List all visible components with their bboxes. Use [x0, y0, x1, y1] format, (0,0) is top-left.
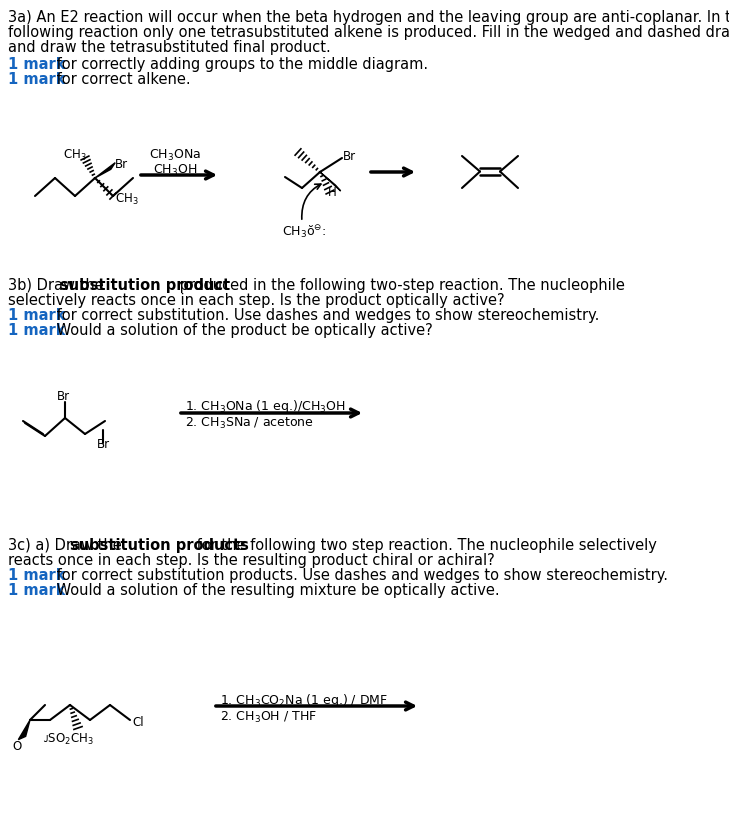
Text: CH$_3$: CH$_3$ — [115, 192, 139, 207]
Text: 2. CH$_3$SNa / acetone: 2. CH$_3$SNa / acetone — [185, 416, 314, 431]
Text: 3a) An E2 reaction will occur when the beta hydrogen and the leaving group are a: 3a) An E2 reaction will occur when the b… — [8, 10, 729, 25]
Polygon shape — [95, 163, 115, 178]
Text: for correct substitution products. Use dashes and wedges to show stereochemistry: for correct substitution products. Use d… — [52, 568, 668, 583]
Text: CH$_3$OH: CH$_3$OH — [153, 163, 197, 178]
Text: for correctly adding groups to the middle diagram.: for correctly adding groups to the middl… — [52, 57, 428, 72]
Text: substitution product: substitution product — [60, 278, 230, 293]
Text: produced in the following two-step reaction. The nucleophile: produced in the following two-step react… — [175, 278, 625, 293]
Text: Br: Br — [97, 438, 110, 451]
Text: 1. CH$_3$ONa (1 eq.)/CH$_3$OH: 1. CH$_3$ONa (1 eq.)/CH$_3$OH — [185, 398, 346, 415]
Text: CH$_3$ŏ$^{⊖}$:: CH$_3$ŏ$^{⊖}$: — [282, 224, 327, 241]
Text: Would a solution of the resulting mixture be optically active.: Would a solution of the resulting mixtur… — [52, 583, 499, 598]
Polygon shape — [18, 720, 30, 740]
Text: 1 mark: 1 mark — [8, 72, 66, 87]
Text: Cl: Cl — [132, 716, 144, 729]
Text: and draw the tetrasubstituted final product.: and draw the tetrasubstituted final prod… — [8, 40, 331, 55]
Text: 3b) Draw the: 3b) Draw the — [8, 278, 109, 293]
Text: Br: Br — [115, 158, 128, 171]
Text: 2. CH$_3$OH / THF: 2. CH$_3$OH / THF — [220, 710, 317, 725]
Text: 3c) a) Draw the: 3c) a) Draw the — [8, 538, 126, 553]
Text: H: H — [328, 186, 337, 199]
Text: following reaction only one tetrasubstituted alkene is produced. Fill in the wed: following reaction only one tetrasubstit… — [8, 25, 729, 40]
Text: for correct alkene.: for correct alkene. — [52, 72, 190, 87]
Text: 1 mark: 1 mark — [8, 583, 66, 598]
Text: 1 mark: 1 mark — [8, 57, 66, 72]
Text: Would a solution of the product be optically active?: Would a solution of the product be optic… — [52, 323, 433, 338]
Text: Br: Br — [57, 390, 70, 403]
Text: O: O — [12, 740, 22, 753]
Text: substitution products: substitution products — [70, 538, 249, 553]
Text: for the following two step reaction. The nucleophile selectively: for the following two step reaction. The… — [192, 538, 657, 553]
Text: 1 mark: 1 mark — [8, 308, 66, 323]
Text: selectively reacts once in each step. Is the product optically active?: selectively reacts once in each step. Is… — [8, 293, 504, 308]
Text: 1 mark: 1 mark — [8, 323, 66, 338]
Polygon shape — [320, 172, 340, 191]
Text: 1 mark: 1 mark — [8, 568, 66, 583]
Text: reacts once in each step. Is the resulting product chiral or achiral?: reacts once in each step. Is the resulti… — [8, 553, 495, 568]
Text: Br: Br — [343, 150, 356, 163]
Text: CH$_3$ONa: CH$_3$ONa — [149, 148, 201, 163]
Text: ᴊSO$_2$CH$_3$: ᴊSO$_2$CH$_3$ — [42, 732, 93, 747]
Text: for correct substitution. Use dashes and wedges to show stereochemistry.: for correct substitution. Use dashes and… — [52, 308, 599, 323]
Text: CH$_3$: CH$_3$ — [63, 148, 87, 163]
Text: 1. CH$_3$CO$_2$Na (1 eq.) / DMF: 1. CH$_3$CO$_2$Na (1 eq.) / DMF — [220, 692, 388, 709]
